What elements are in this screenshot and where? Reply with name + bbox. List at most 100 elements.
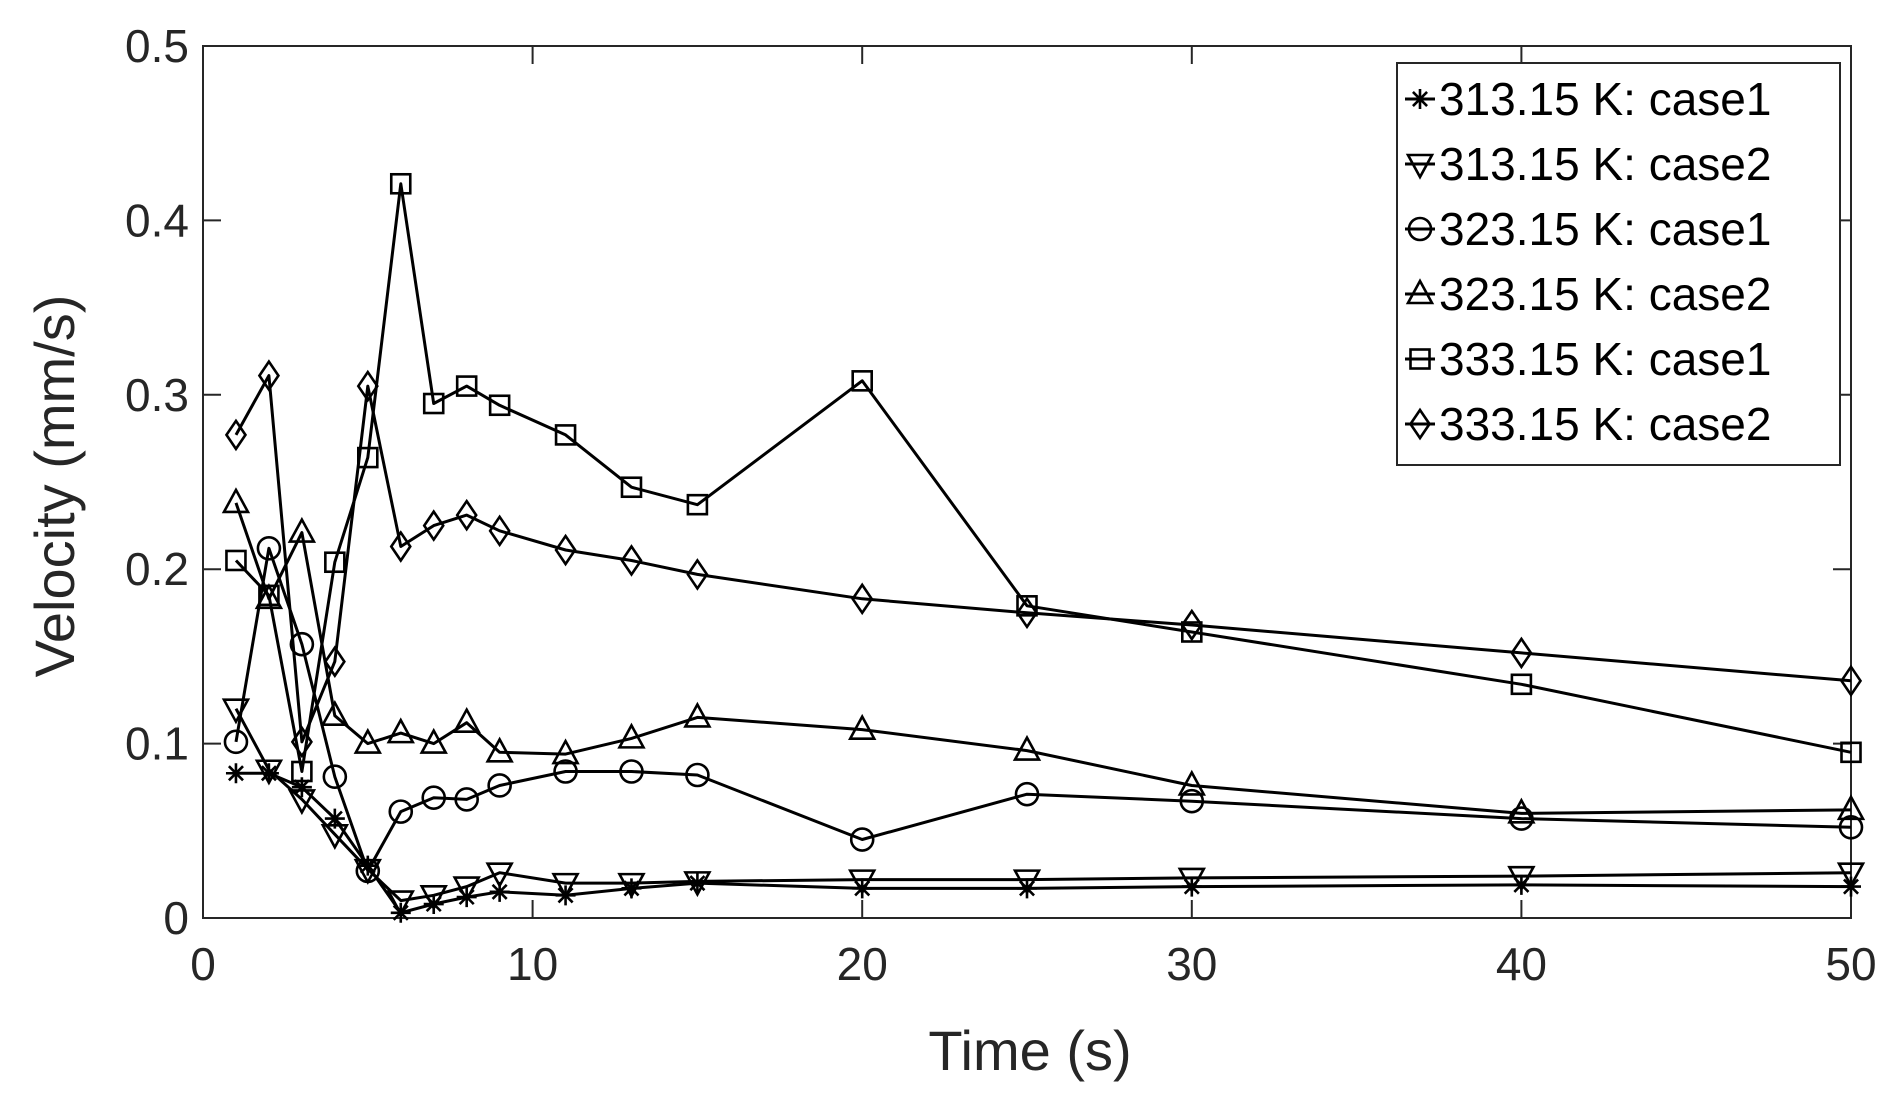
data-point — [1181, 876, 1202, 897]
legend-marker — [1405, 153, 1435, 180]
data-point — [324, 808, 345, 829]
y-tick-label: 0.4 — [125, 194, 189, 246]
data-point — [258, 584, 280, 607]
data-point — [1836, 794, 1866, 821]
data-point — [388, 799, 414, 824]
data-point — [685, 762, 710, 788]
data-point — [1511, 874, 1532, 895]
data-point — [1179, 788, 1205, 814]
data-point — [257, 359, 280, 392]
y-tick-label: 0.5 — [125, 20, 189, 72]
data-point — [617, 872, 646, 899]
data-point — [1510, 673, 1533, 696]
y-axis: 0 0.1 0.2 0.3 0.4 0.5 — [125, 20, 1851, 944]
x-tick-label: 50 — [1825, 938, 1876, 990]
data-point — [848, 869, 877, 896]
data-point — [287, 789, 317, 816]
legend-label: 333.15 K: case1 — [1439, 333, 1771, 385]
legend-marker — [1409, 348, 1431, 370]
y-tick-label: 0.3 — [125, 369, 189, 421]
data-point — [419, 885, 448, 912]
data-point — [1181, 621, 1203, 643]
series-313-15-k-case2 — [221, 698, 1866, 917]
data-point — [485, 736, 514, 763]
data-point — [389, 172, 412, 195]
data-point — [389, 530, 412, 563]
series-333-15-k-case1 — [225, 172, 1862, 783]
data-point — [487, 773, 512, 798]
data-point — [849, 827, 875, 852]
series-layer — [221, 172, 1866, 923]
x-tick-label: 10 — [507, 938, 558, 990]
data-point — [620, 544, 643, 577]
data-point — [291, 777, 312, 798]
data-point — [223, 729, 249, 755]
data-point — [1014, 781, 1040, 807]
data-point — [1177, 867, 1206, 894]
data-point — [423, 894, 444, 915]
data-point — [454, 787, 479, 812]
data-point — [554, 424, 577, 446]
series-line — [234, 707, 1852, 903]
data-point — [1016, 595, 1038, 617]
data-point — [452, 876, 481, 903]
data-point — [686, 558, 709, 591]
data-point — [848, 713, 877, 740]
data-point — [1836, 862, 1866, 889]
legend-item: 323.15 K: case2 — [1405, 268, 1771, 320]
y-tick-label: 0 — [163, 892, 189, 944]
data-point — [356, 369, 379, 403]
y-tick-label: 0.2 — [125, 543, 189, 595]
y-axis-label: Velocity (mm/s) — [23, 295, 86, 678]
legend-item: 333.15 K: case1 — [1405, 333, 1771, 385]
legend-marker — [1405, 278, 1435, 305]
legend-marker — [1407, 216, 1433, 242]
data-point — [322, 764, 348, 790]
legend-marker — [1408, 407, 1432, 441]
data-point — [422, 509, 445, 542]
data-point — [1510, 636, 1533, 670]
data-point — [225, 549, 247, 572]
data-point — [422, 392, 445, 415]
data-point — [488, 514, 511, 548]
series-313-15-k-case1 — [225, 763, 1861, 923]
data-point — [256, 535, 282, 561]
data-point — [258, 763, 279, 784]
legend-label: 313.15 K: case1 — [1439, 73, 1771, 125]
data-point — [1839, 664, 1863, 698]
x-tick-label: 40 — [1496, 938, 1547, 990]
x-tick-label: 0 — [190, 938, 216, 990]
x-axis: 0 10 20 30 40 50 — [190, 46, 1877, 990]
series-line — [234, 182, 1852, 773]
data-point — [489, 881, 510, 902]
data-point — [551, 872, 580, 899]
legend-item: 313.15 K: case2 — [1405, 138, 1771, 190]
data-point — [619, 759, 644, 784]
legend-marker — [1410, 89, 1430, 109]
data-point — [289, 631, 315, 657]
data-point — [320, 823, 350, 851]
data-point — [290, 725, 313, 759]
series-line — [234, 502, 1852, 815]
legend-box — [1396, 62, 1841, 466]
series-333-15-k-case2 — [224, 359, 1863, 759]
data-point — [355, 858, 381, 884]
data-point — [1177, 769, 1206, 796]
series-line — [234, 374, 1852, 744]
legend-item: 333.15 K: case2 — [1405, 398, 1771, 450]
legend-label: 323.15 K: case2 — [1439, 268, 1771, 320]
data-point — [686, 493, 709, 516]
data-point — [1840, 741, 1862, 764]
x-axis-label: Time (s) — [928, 1019, 1131, 1082]
data-point — [291, 760, 313, 783]
data-point — [554, 533, 577, 567]
data-point — [683, 871, 712, 898]
series-line — [234, 546, 1852, 873]
x-tick-label: 20 — [837, 938, 888, 990]
data-point — [1012, 869, 1042, 896]
x-tick-label: 30 — [1166, 938, 1217, 990]
data-point — [353, 727, 382, 754]
legend-item: 313.15 K: case1 — [1405, 73, 1771, 125]
data-point — [1180, 608, 1203, 642]
legend-label: 313.15 K: case2 — [1439, 138, 1771, 190]
